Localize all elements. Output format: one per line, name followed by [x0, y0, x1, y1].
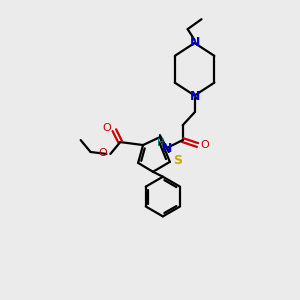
Text: O: O: [102, 123, 111, 133]
Text: N: N: [162, 142, 172, 154]
Text: O: O: [98, 148, 107, 158]
Text: N: N: [189, 35, 200, 49]
Text: H: H: [157, 138, 165, 148]
Text: S: S: [173, 154, 182, 167]
Text: O: O: [200, 140, 209, 150]
Text: N: N: [189, 90, 200, 103]
